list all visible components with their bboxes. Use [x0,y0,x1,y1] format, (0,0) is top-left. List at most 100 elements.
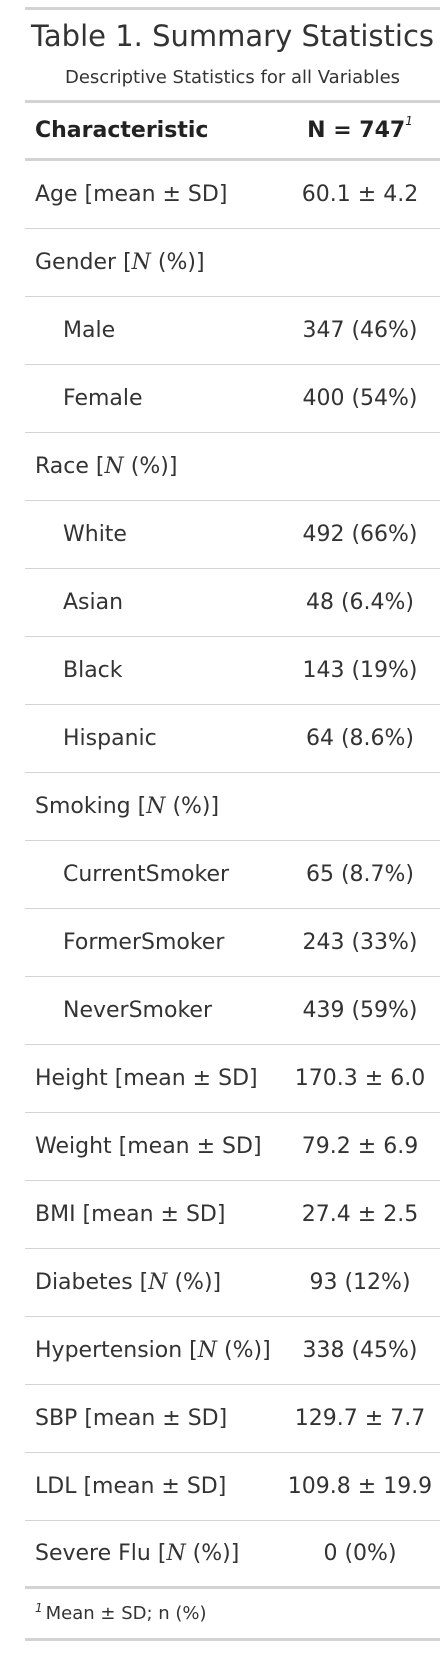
row-value: 64 (8.6%) [305,726,415,751]
row-value: 48 (6.4%) [305,590,415,615]
table-row: Weight [mean ± SD] 79.2 ± 6.9 [25,1113,440,1181]
row-label-text: Hispanic [63,726,157,751]
heading-rule [25,100,440,103]
row-label: Female [25,386,280,411]
row-label-text: Diabetes [ [35,1270,149,1295]
table-row: Female 400 (54%) [25,365,440,433]
row-label-text: Smoking [ [35,794,147,819]
row-value: 439 (59%) [302,998,418,1023]
row-label-suffix: (%)] [167,1270,222,1295]
table-subtitle: Descriptive Statistics for all Variables [64,67,401,88]
row-value: 338 (45%) [302,1338,418,1363]
row-label-text: Race [ [35,454,105,479]
row-label-text: BMI [mean ± SD] [35,1202,226,1227]
row-value: 0 (0%) [323,1541,397,1566]
row-label: Male [25,318,280,343]
row-label: BMI [mean ± SD] [25,1202,280,1227]
footnote-mark: 1 [35,1600,43,1615]
row-label-text: Female [63,386,143,411]
table-row: Black 143 (19%) [25,637,440,705]
row-label: FormerSmoker [25,930,280,955]
table-row: Asian 48 (6.4%) [25,569,440,637]
row-label-text: Hypertension [ [35,1338,198,1363]
table-row: Height [mean ± SD] 170.3 ± 6.0 [25,1045,440,1113]
row-label: Severe Flu [N (%)] [25,1541,280,1566]
table-title: Table 1. Summary Statistics [30,19,435,53]
row-label-italic: N [166,1541,186,1566]
row-label: White [25,522,280,547]
row-label-text: Severe Flu [ [35,1541,167,1566]
row-label-text: Male [63,318,116,343]
row-label: Height [mean ± SD] [25,1066,280,1091]
table-row: FormerSmoker 243 (33%) [25,909,440,977]
table-row: SBP [mean ± SD] 129.7 ± 7.7 [25,1385,440,1453]
row-label-text: SBP [mean ± SD] [35,1406,228,1431]
footnote-text: Mean ± SD; n (%) [45,1603,207,1624]
n-header: N = 7471 [280,114,440,143]
row-label: LDL [mean ± SD] [25,1474,280,1499]
table-row: Diabetes [N (%)] 93 (12%) [25,1249,440,1317]
table-row: Hypertension [N (%)] 338 (45%) [25,1317,440,1385]
table-body: Age [mean ± SD] 60.1 ± 4.2 Gender [N (%)] M… [25,161,440,1589]
table-row: Severe Flu [N (%)] 0 (0%) [25,1521,440,1589]
row-label: Hispanic [25,726,280,751]
row-value: 170.3 ± 6.0 [294,1066,426,1091]
table-row: LDL [mean ± SD] 109.8 ± 19.9 [25,1453,440,1521]
row-label-text: Gender [ [35,250,132,275]
row-label-italic: N [197,1338,218,1363]
row-label: Diabetes [N (%)] [25,1270,280,1295]
row-label-suffix: (%)] [150,250,205,275]
row-value: 129.7 ± 7.7 [294,1406,426,1431]
row-label-text: White [63,522,127,547]
table-top-rule [25,7,440,10]
row-label-suffix: (%)] [165,794,220,819]
row-value: 243 (33%) [302,930,418,955]
row-value: 400 (54%) [302,386,418,411]
row-label: Smoking [N (%)] [25,794,280,819]
table-row: Gender [N (%)] [25,229,440,297]
row-label: SBP [mean ± SD] [25,1406,280,1431]
summary-table: Table 1. Summary Statistics Descriptive … [25,7,440,1641]
row-value: 65 (8.7%) [305,862,415,887]
table-row: Age [mean ± SD] 60.1 ± 4.2 [25,161,440,229]
row-label: CurrentSmoker [25,862,280,887]
row-label-italic: N [131,250,151,275]
row-label: NeverSmoker [25,998,280,1023]
n-header-footnote-mark: 1 [405,114,413,128]
row-label-text: Age [mean ± SD] [35,182,228,207]
row-label-italic: N [148,1270,168,1295]
table-row: BMI [mean ± SD] 27.4 ± 2.5 [25,1181,440,1249]
row-value: 93 (12%) [309,1270,411,1295]
characteristic-header: Characteristic [35,118,209,143]
row-label-text: CurrentSmoker [63,862,230,887]
row-label: Black [25,658,280,683]
row-label-suffix: (%)] [185,1541,240,1566]
row-label-text: FormerSmoker [63,930,225,955]
table-footnote: 1 Mean ± SD; n (%) [25,1589,440,1641]
table-row: White 492 (66%) [25,501,440,569]
n-header-label: N = 747 [307,118,406,143]
table-row: NeverSmoker 439 (59%) [25,977,440,1045]
row-value: 347 (46%) [302,318,418,343]
row-label: Gender [N (%)] [25,250,280,275]
table-row: CurrentSmoker 65 (8.7%) [25,841,440,909]
row-label-text: Black [63,658,123,683]
row-label-text: NeverSmoker [63,998,212,1023]
row-label: Weight [mean ± SD] [25,1134,280,1159]
row-label-text: Asian [63,590,124,615]
row-label: Hypertension [N (%)] [25,1338,280,1363]
row-value: 143 (19%) [302,658,418,683]
row-value: 79.2 ± 6.9 [301,1134,419,1159]
table-row: Male 347 (46%) [25,297,440,365]
row-label-text: LDL [mean ± SD] [35,1474,227,1499]
row-label-suffix: (%)] [217,1338,271,1363]
row-label: Age [mean ± SD] [25,182,280,207]
row-label-text: Weight [mean ± SD] [35,1134,262,1159]
row-label-text: Height [mean ± SD] [35,1066,258,1091]
table-row: Race [N (%)] [25,433,440,501]
row-value: 27.4 ± 2.5 [301,1202,419,1227]
table-row: Smoking [N (%)] [25,773,440,841]
row-value: 492 (66%) [302,522,418,547]
row-label: Race [N (%)] [25,454,280,479]
row-label-italic: N [146,794,166,819]
